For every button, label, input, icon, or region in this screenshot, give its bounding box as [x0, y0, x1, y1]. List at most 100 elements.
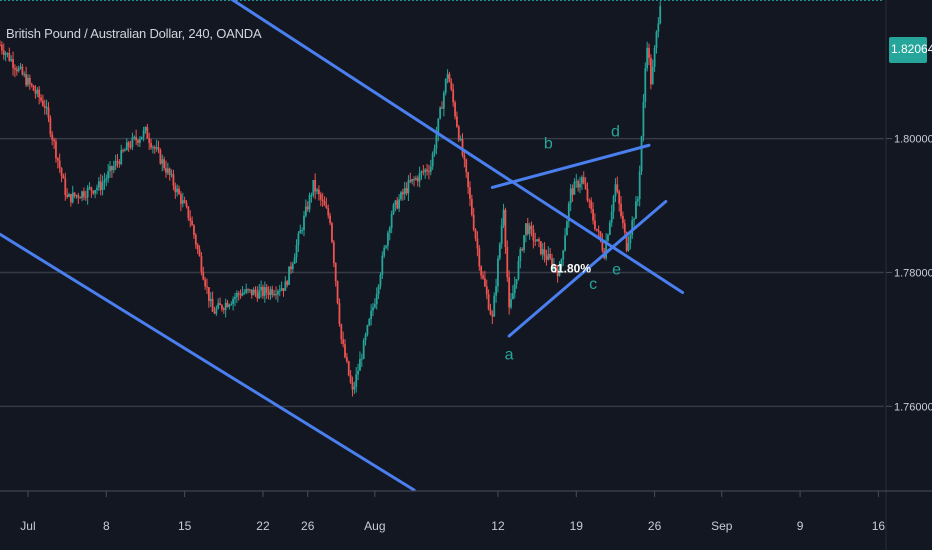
candle-body: [14, 67, 16, 70]
candle-body: [10, 59, 13, 61]
candle-body: [448, 74, 451, 83]
candle-body: [394, 200, 397, 205]
candle-body: [97, 181, 100, 188]
candle-body: [28, 77, 31, 84]
trendline[interactable]: [507, 199, 668, 338]
candle-body: [79, 197, 82, 199]
candle-body: [131, 137, 134, 147]
candle-body: [480, 266, 483, 276]
candle-body: [431, 153, 434, 167]
trendline[interactable]: [0, 232, 416, 492]
candle-body: [482, 275, 484, 279]
candle-body: [288, 266, 290, 285]
candle-body: [409, 180, 412, 182]
candle-body: [308, 195, 311, 210]
candle-body: [325, 205, 328, 208]
y-tick-label: 1.78000: [894, 267, 932, 279]
candle-body: [321, 199, 324, 202]
candle-body: [420, 171, 423, 173]
candle-body: [6, 52, 9, 54]
candle-body: [137, 140, 139, 143]
candle-body: [571, 188, 574, 195]
candle-body: [398, 199, 401, 209]
candle-body: [168, 168, 171, 175]
candle-body: [94, 190, 97, 194]
candle-body: [245, 289, 248, 293]
candle-body: [414, 177, 417, 180]
candle-body: [84, 196, 87, 198]
candle-body: [526, 223, 529, 235]
candle-body: [109, 166, 111, 172]
candle-body: [588, 200, 591, 202]
candle-body: [470, 198, 473, 215]
candle-body: [523, 235, 525, 251]
candle-body: [651, 66, 654, 85]
candle-body: [495, 286, 497, 296]
candle-body: [282, 288, 285, 291]
candle-body: [331, 223, 333, 243]
candle-body: [170, 174, 173, 176]
candle-body: [515, 279, 518, 285]
candle-body: [159, 149, 162, 164]
candle-body: [105, 178, 108, 181]
candle-body: [435, 134, 438, 149]
candle-body: [385, 245, 387, 248]
candle-body: [362, 340, 365, 359]
candle-body: [273, 294, 276, 296]
candle-body: [221, 305, 223, 309]
candle-body: [318, 189, 320, 195]
x-tick-label: Sep: [711, 519, 733, 533]
candle-body: [478, 248, 481, 267]
candle-body: [334, 263, 337, 282]
candle-body: [96, 187, 98, 191]
candle-body: [463, 155, 466, 160]
candle-body: [543, 249, 546, 257]
candle-body: [235, 293, 238, 298]
candle-body: [428, 171, 430, 173]
candle-body: [377, 285, 380, 294]
candle-body: [534, 240, 537, 242]
candle-body: [224, 302, 227, 310]
candle-body: [426, 169, 428, 172]
trendline[interactable]: [490, 143, 651, 189]
candle-body: [601, 240, 604, 251]
candle-body: [552, 265, 555, 268]
candle-body: [193, 225, 195, 235]
candle-body: [659, 6, 662, 24]
candle-body: [254, 289, 257, 293]
candle-body: [558, 267, 561, 277]
candle-body: [226, 302, 229, 307]
candle-body: [387, 232, 389, 246]
candle-body: [41, 100, 44, 106]
candle-body: [260, 286, 262, 291]
candle-body: [513, 284, 516, 294]
candle-body: [269, 289, 272, 295]
candle-body: [594, 220, 596, 229]
trendline[interactable]: [78, 0, 685, 295]
candle-body: [332, 242, 335, 264]
candle-body: [239, 294, 242, 296]
candle-body: [202, 271, 205, 280]
candle-body: [627, 243, 630, 251]
candle-body: [68, 194, 70, 197]
candle-body: [465, 159, 468, 173]
candle-body: [446, 74, 449, 79]
candle-body: [657, 23, 660, 32]
trendlines[interactable]: [0, 0, 685, 492]
candle-body: [165, 168, 167, 173]
candle-body: [564, 235, 566, 251]
candle-body: [252, 289, 255, 296]
candle-body: [301, 230, 304, 232]
candle-body: [286, 281, 289, 285]
candle-body: [323, 201, 326, 206]
candle-body: [405, 188, 408, 194]
wave-label: a: [505, 346, 514, 363]
candle-body: [411, 179, 414, 182]
candle-body: [172, 174, 175, 186]
candle-body: [396, 200, 399, 209]
candle-body: [49, 117, 52, 135]
candle-body: [306, 206, 309, 210]
